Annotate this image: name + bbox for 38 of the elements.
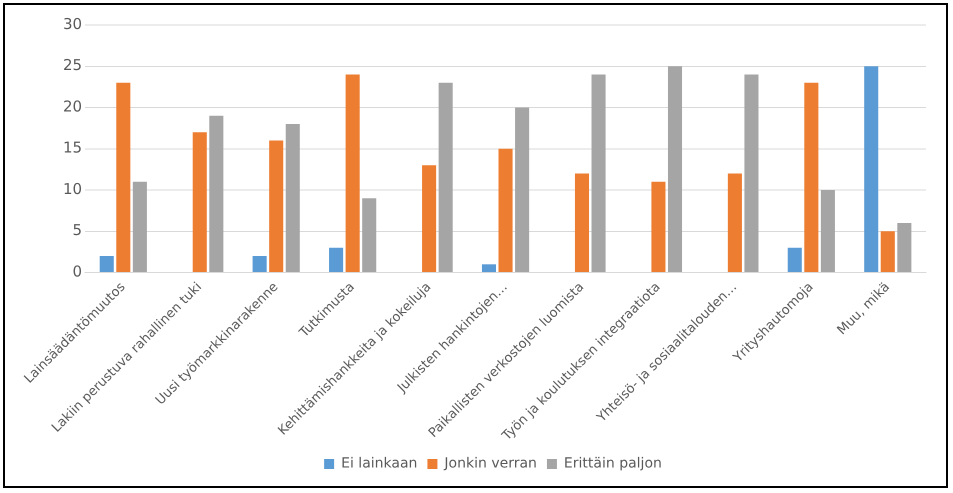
bar [515,108,530,272]
bar [574,174,590,272]
y-tick-label: 5 [72,221,82,240]
bar [788,248,802,272]
y-tick-label: 0 [72,262,82,280]
bar [804,82,818,272]
bar [346,74,360,272]
bar [880,231,895,272]
bar [329,248,344,272]
y-tick-label: 20 [62,97,82,116]
bar [100,256,114,272]
bar [192,132,207,272]
y-tick-label: 30 [62,14,82,33]
y-tick-label: 15 [62,138,82,157]
bar [482,264,496,272]
bar [438,82,453,272]
bar [728,174,742,272]
bar [498,148,513,272]
bar [897,223,912,272]
bar [422,165,436,272]
bar [116,82,130,272]
bar [252,256,267,272]
bar [864,66,878,272]
bar [592,74,606,272]
y-tick-label: 10 [62,180,82,198]
bar [269,140,284,272]
y-tick-label: 25 [62,56,82,74]
bar [744,74,758,272]
legend-label: Erittäin paljon [564,456,662,472]
bar [286,124,300,272]
bar [668,66,682,272]
bar [209,116,224,272]
bar [132,182,147,272]
legend-label: Ei lainkaan [341,456,418,472]
bar [820,190,835,272]
bar [362,198,376,272]
bar [651,182,666,272]
legend-label: Jonkin verran [443,456,537,472]
